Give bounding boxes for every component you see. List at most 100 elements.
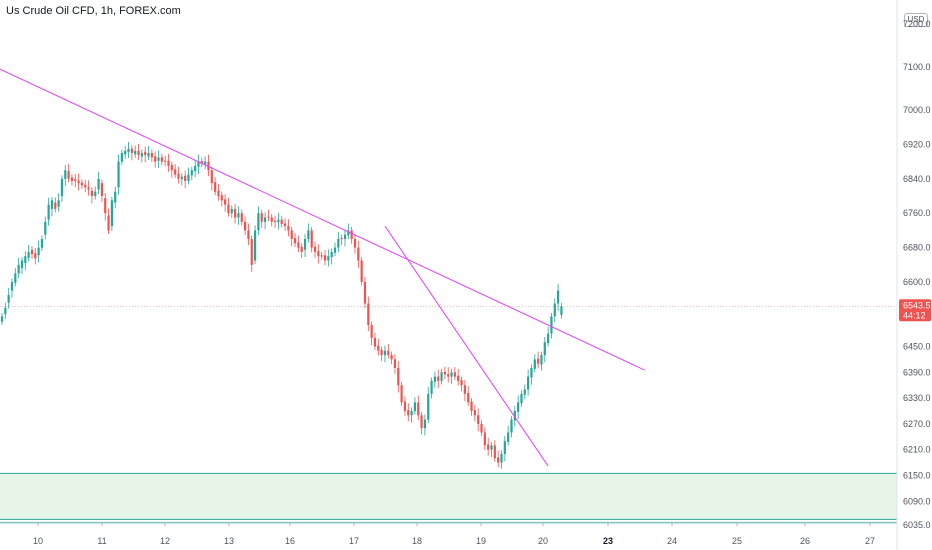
candle[interactable]: [460, 376, 463, 392]
candle[interactable]: [553, 298, 556, 323]
candle[interactable]: [204, 156, 207, 169]
currency-badge[interactable]: USD: [904, 13, 928, 27]
candle[interactable]: [200, 157, 203, 168]
candle[interactable]: [427, 386, 430, 424]
candle[interactable]: [37, 240, 40, 263]
candle[interactable]: [523, 384, 526, 400]
symbol-title[interactable]: Us Crude Oil CFD, 1h, FOREX.com: [6, 5, 181, 17]
candle[interactable]: [283, 218, 287, 231]
candle[interactable]: [530, 364, 533, 385]
candle[interactable]: [150, 149, 153, 163]
candle[interactable]: [517, 395, 520, 420]
candle[interactable]: [184, 170, 187, 189]
trendline-long-downtrend[interactable]: [0, 67, 645, 371]
candle[interactable]: [217, 183, 220, 201]
candle[interactable]: [90, 187, 94, 204]
candle[interactable]: [14, 268, 17, 287]
candle[interactable]: [60, 175, 64, 203]
candle[interactable]: [50, 196, 54, 217]
candle[interactable]: [167, 153, 170, 172]
candle[interactable]: [117, 154, 120, 195]
candle[interactable]: [57, 193, 60, 212]
candle[interactable]: [177, 166, 180, 184]
candle[interactable]: [160, 153, 163, 166]
candle[interactable]: [367, 296, 370, 332]
candle[interactable]: [84, 179, 87, 193]
candle[interactable]: [224, 194, 227, 212]
candle[interactable]: [267, 209, 270, 221]
current-price-tag[interactable]: [899, 299, 931, 322]
candle[interactable]: [257, 206, 260, 236]
candle[interactable]: [467, 386, 470, 406]
candle[interactable]: [307, 223, 310, 243]
candle[interactable]: [214, 177, 217, 196]
candle[interactable]: [533, 354, 536, 373]
candle[interactable]: [253, 225, 257, 264]
candle[interactable]: [277, 212, 280, 230]
candle[interactable]: [210, 166, 213, 191]
candle[interactable]: [343, 229, 347, 247]
candle[interactable]: [174, 164, 177, 178]
candle[interactable]: [410, 407, 413, 423]
candle[interactable]: [557, 283, 560, 311]
candle[interactable]: [433, 371, 436, 388]
candle[interactable]: [104, 192, 107, 221]
candle[interactable]: [64, 165, 67, 187]
candle[interactable]: [407, 403, 410, 422]
candle[interactable]: [107, 208, 110, 234]
candle[interactable]: [317, 244, 320, 264]
candle[interactable]: [333, 242, 337, 257]
candle[interactable]: [287, 219, 290, 237]
candle[interactable]: [313, 241, 317, 258]
candle[interactable]: [124, 145, 127, 160]
candle[interactable]: [114, 186, 117, 209]
candle[interactable]: [380, 346, 383, 362]
candle[interactable]: [373, 332, 377, 350]
candle[interactable]: [243, 216, 247, 236]
candle[interactable]: [137, 143, 140, 160]
candle[interactable]: [80, 179, 84, 189]
candle[interactable]: [47, 197, 50, 226]
candle[interactable]: [110, 196, 113, 231]
candle[interactable]: [453, 367, 456, 381]
candle[interactable]: [493, 440, 496, 462]
candle[interactable]: [490, 441, 493, 458]
candle[interactable]: [120, 149, 123, 166]
candle[interactable]: [30, 246, 34, 259]
candle[interactable]: [220, 191, 223, 207]
candle[interactable]: [147, 146, 150, 160]
candle[interactable]: [94, 186, 97, 200]
candle[interactable]: [513, 405, 516, 427]
candle[interactable]: [27, 245, 30, 262]
candle[interactable]: [240, 209, 243, 226]
candle[interactable]: [130, 145, 133, 161]
candle[interactable]: [180, 173, 183, 186]
candle[interactable]: [417, 395, 420, 421]
candle[interactable]: [10, 278, 14, 298]
candle[interactable]: [320, 251, 323, 260]
candle[interactable]: [463, 380, 466, 402]
candle[interactable]: [297, 235, 300, 253]
candle[interactable]: [393, 354, 397, 375]
candle[interactable]: [413, 397, 417, 415]
candle[interactable]: [327, 249, 330, 267]
candle[interactable]: [450, 368, 453, 384]
candle[interactable]: [24, 251, 27, 271]
candle[interactable]: [503, 435, 506, 462]
candle[interactable]: [40, 235, 44, 252]
candle[interactable]: [54, 197, 57, 213]
candle[interactable]: [227, 197, 230, 217]
candle[interactable]: [560, 302, 563, 319]
candle[interactable]: [377, 338, 380, 356]
candle[interactable]: [194, 160, 197, 178]
candle[interactable]: [20, 257, 24, 275]
candle[interactable]: [330, 248, 333, 265]
candle[interactable]: [420, 411, 423, 435]
candle[interactable]: [247, 223, 250, 246]
candle[interactable]: [543, 337, 546, 363]
candle[interactable]: [97, 171, 100, 195]
candle[interactable]: [430, 377, 433, 399]
candle[interactable]: [260, 209, 263, 228]
candle[interactable]: [250, 235, 253, 273]
